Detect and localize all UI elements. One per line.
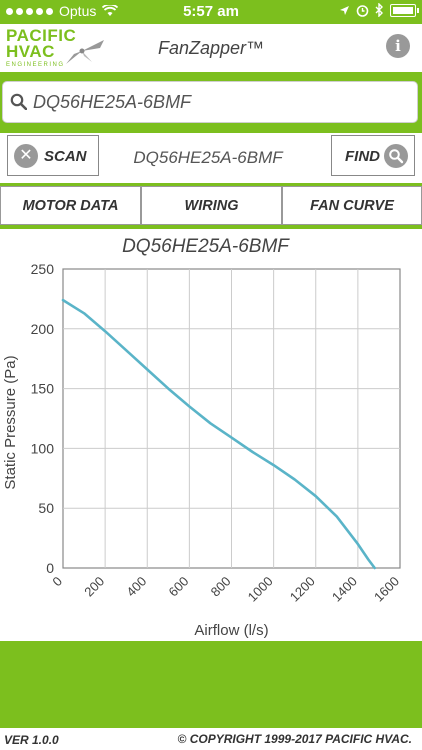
y-tick-label: 150: [31, 381, 55, 397]
x-tick-label: 200: [81, 574, 107, 600]
find-button[interactable]: FIND: [331, 135, 415, 176]
tab-motor-data[interactable]: MOTOR DATA: [0, 186, 141, 225]
pacific-hvac-logo: PACIFIC HVAC ENGINEERING: [6, 26, 106, 70]
app-title: FanZapper™: [157, 38, 265, 58]
tab-fan-curve[interactable]: FAN CURVE: [282, 186, 422, 225]
logo-line-3: ENGINEERING: [6, 62, 65, 68]
x-tick-label: 1000: [245, 574, 276, 605]
fan-curve-chart: 0 200 400 600 800 1000 1200 1400 1600 0 50 100 150 20…: [0, 229, 422, 641]
info-button[interactable]: i: [386, 34, 410, 58]
search-box: [2, 81, 418, 123]
app-header: PACIFIC HVAC ENGINEERING FanZapper™ i: [0, 24, 422, 72]
carrier-name: Optus: [59, 3, 97, 19]
x-tick-label: 1600: [371, 574, 402, 605]
x-tick-label: 1400: [329, 574, 360, 605]
tab-wiring[interactable]: WIRING: [141, 186, 282, 225]
y-axis-label: Static Pressure (Pa): [2, 355, 19, 489]
status-bar: Optus 5:57 am: [0, 0, 422, 24]
x-tick-label: 400: [123, 574, 149, 600]
find-label: FIND: [345, 148, 380, 165]
y-tick-label: 0: [46, 560, 54, 576]
y-tick-label: 200: [31, 321, 55, 337]
fan-curve-line: [61, 298, 377, 570]
copyright-label: © COPYRIGHT 1999-2017 PACIFIC HVAC.: [177, 732, 412, 746]
x-tick-label: 800: [208, 574, 234, 600]
version-label: VER 1.0.0: [4, 733, 59, 747]
logo-line-2: HVAC: [6, 42, 55, 61]
tab-bar: MOTOR DATA WIRING FAN CURVE: [0, 183, 422, 229]
x-axis-label: Airflow (l/s): [194, 622, 268, 639]
battery-icon: [390, 3, 419, 17]
search-input[interactable]: [33, 90, 403, 114]
scan-label: SCAN: [44, 148, 87, 165]
location-arrow-icon: [340, 5, 349, 15]
signal-strength-icon: [6, 7, 53, 15]
alarm-icon: [356, 4, 369, 17]
search-icon: [384, 144, 408, 168]
x-tick-label: 600: [166, 574, 192, 600]
y-tick-label: 100: [31, 440, 55, 456]
y-tick-label: 50: [38, 500, 54, 516]
status-time: 5:57 am: [183, 3, 239, 20]
chart-title: DQ56HE25A-6BMF: [122, 236, 290, 257]
action-bar: ✕ SCAN DQ56HE25A-6BMF FIND: [0, 133, 422, 183]
bluetooth-icon: [375, 3, 383, 17]
footer: VER 1.0.0 © COPYRIGHT 1999-2017 PACIFIC …: [0, 728, 422, 750]
x-tick-label: 1200: [287, 574, 318, 605]
fan-blade-icon: [66, 40, 104, 64]
model-number-label: DQ56HE25A-6BMF: [133, 148, 283, 167]
logo-line-1: PACIFIC: [6, 26, 77, 45]
fan-curve-svg: 0 200 400 600 800 1000 1200 1400 160005010015020…: [2, 236, 402, 639]
y-tick-label: 250: [31, 261, 55, 277]
close-circle-icon: ✕: [14, 144, 38, 168]
bottom-band: [0, 641, 422, 728]
search-bar: [0, 72, 422, 133]
scan-button[interactable]: ✕ SCAN: [7, 135, 99, 176]
search-icon: [10, 93, 27, 110]
wifi-icon: [102, 5, 119, 16]
